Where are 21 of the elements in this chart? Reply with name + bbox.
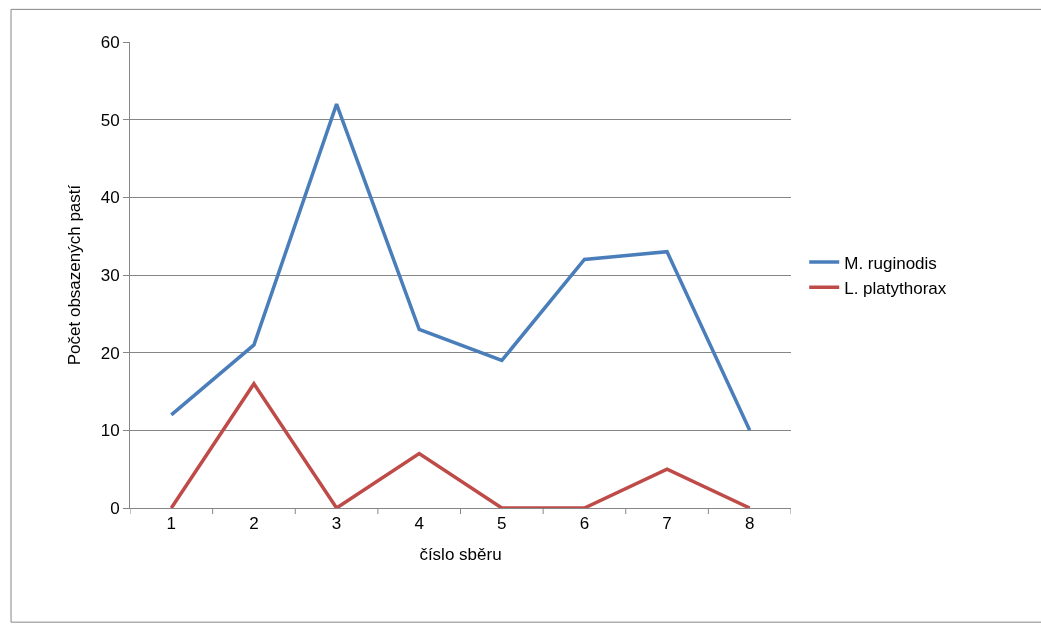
legend-label: M. ruginodis: [844, 253, 937, 273]
x-tick-label: 3: [331, 514, 342, 534]
x-tick-label: 5: [497, 514, 507, 534]
x-tick-label: 1: [166, 514, 177, 534]
x-axis-title: číslo sběru: [419, 544, 502, 564]
y-tick-label: 10: [100, 421, 120, 441]
line-series: [169, 102, 752, 433]
y-tick-label: 60: [100, 32, 120, 52]
y-tick-label: 50: [100, 110, 120, 130]
x-tick-label: 2: [249, 514, 259, 534]
x-tick-label: 4: [414, 514, 424, 534]
legend-label: L. platythorax: [844, 278, 947, 298]
y-tick-label: 0: [110, 498, 120, 518]
y-tick-label: 40: [100, 188, 120, 208]
x-tick-label: 7: [662, 514, 672, 534]
line-series: [169, 381, 752, 508]
x-tick-label: 8: [744, 514, 755, 534]
y-tick-label: 20: [100, 343, 120, 363]
y-tick-label: 30: [100, 265, 120, 285]
y-axis-title: Počet obsazených pastí: [65, 184, 85, 366]
x-tick-label: 6: [579, 514, 590, 534]
